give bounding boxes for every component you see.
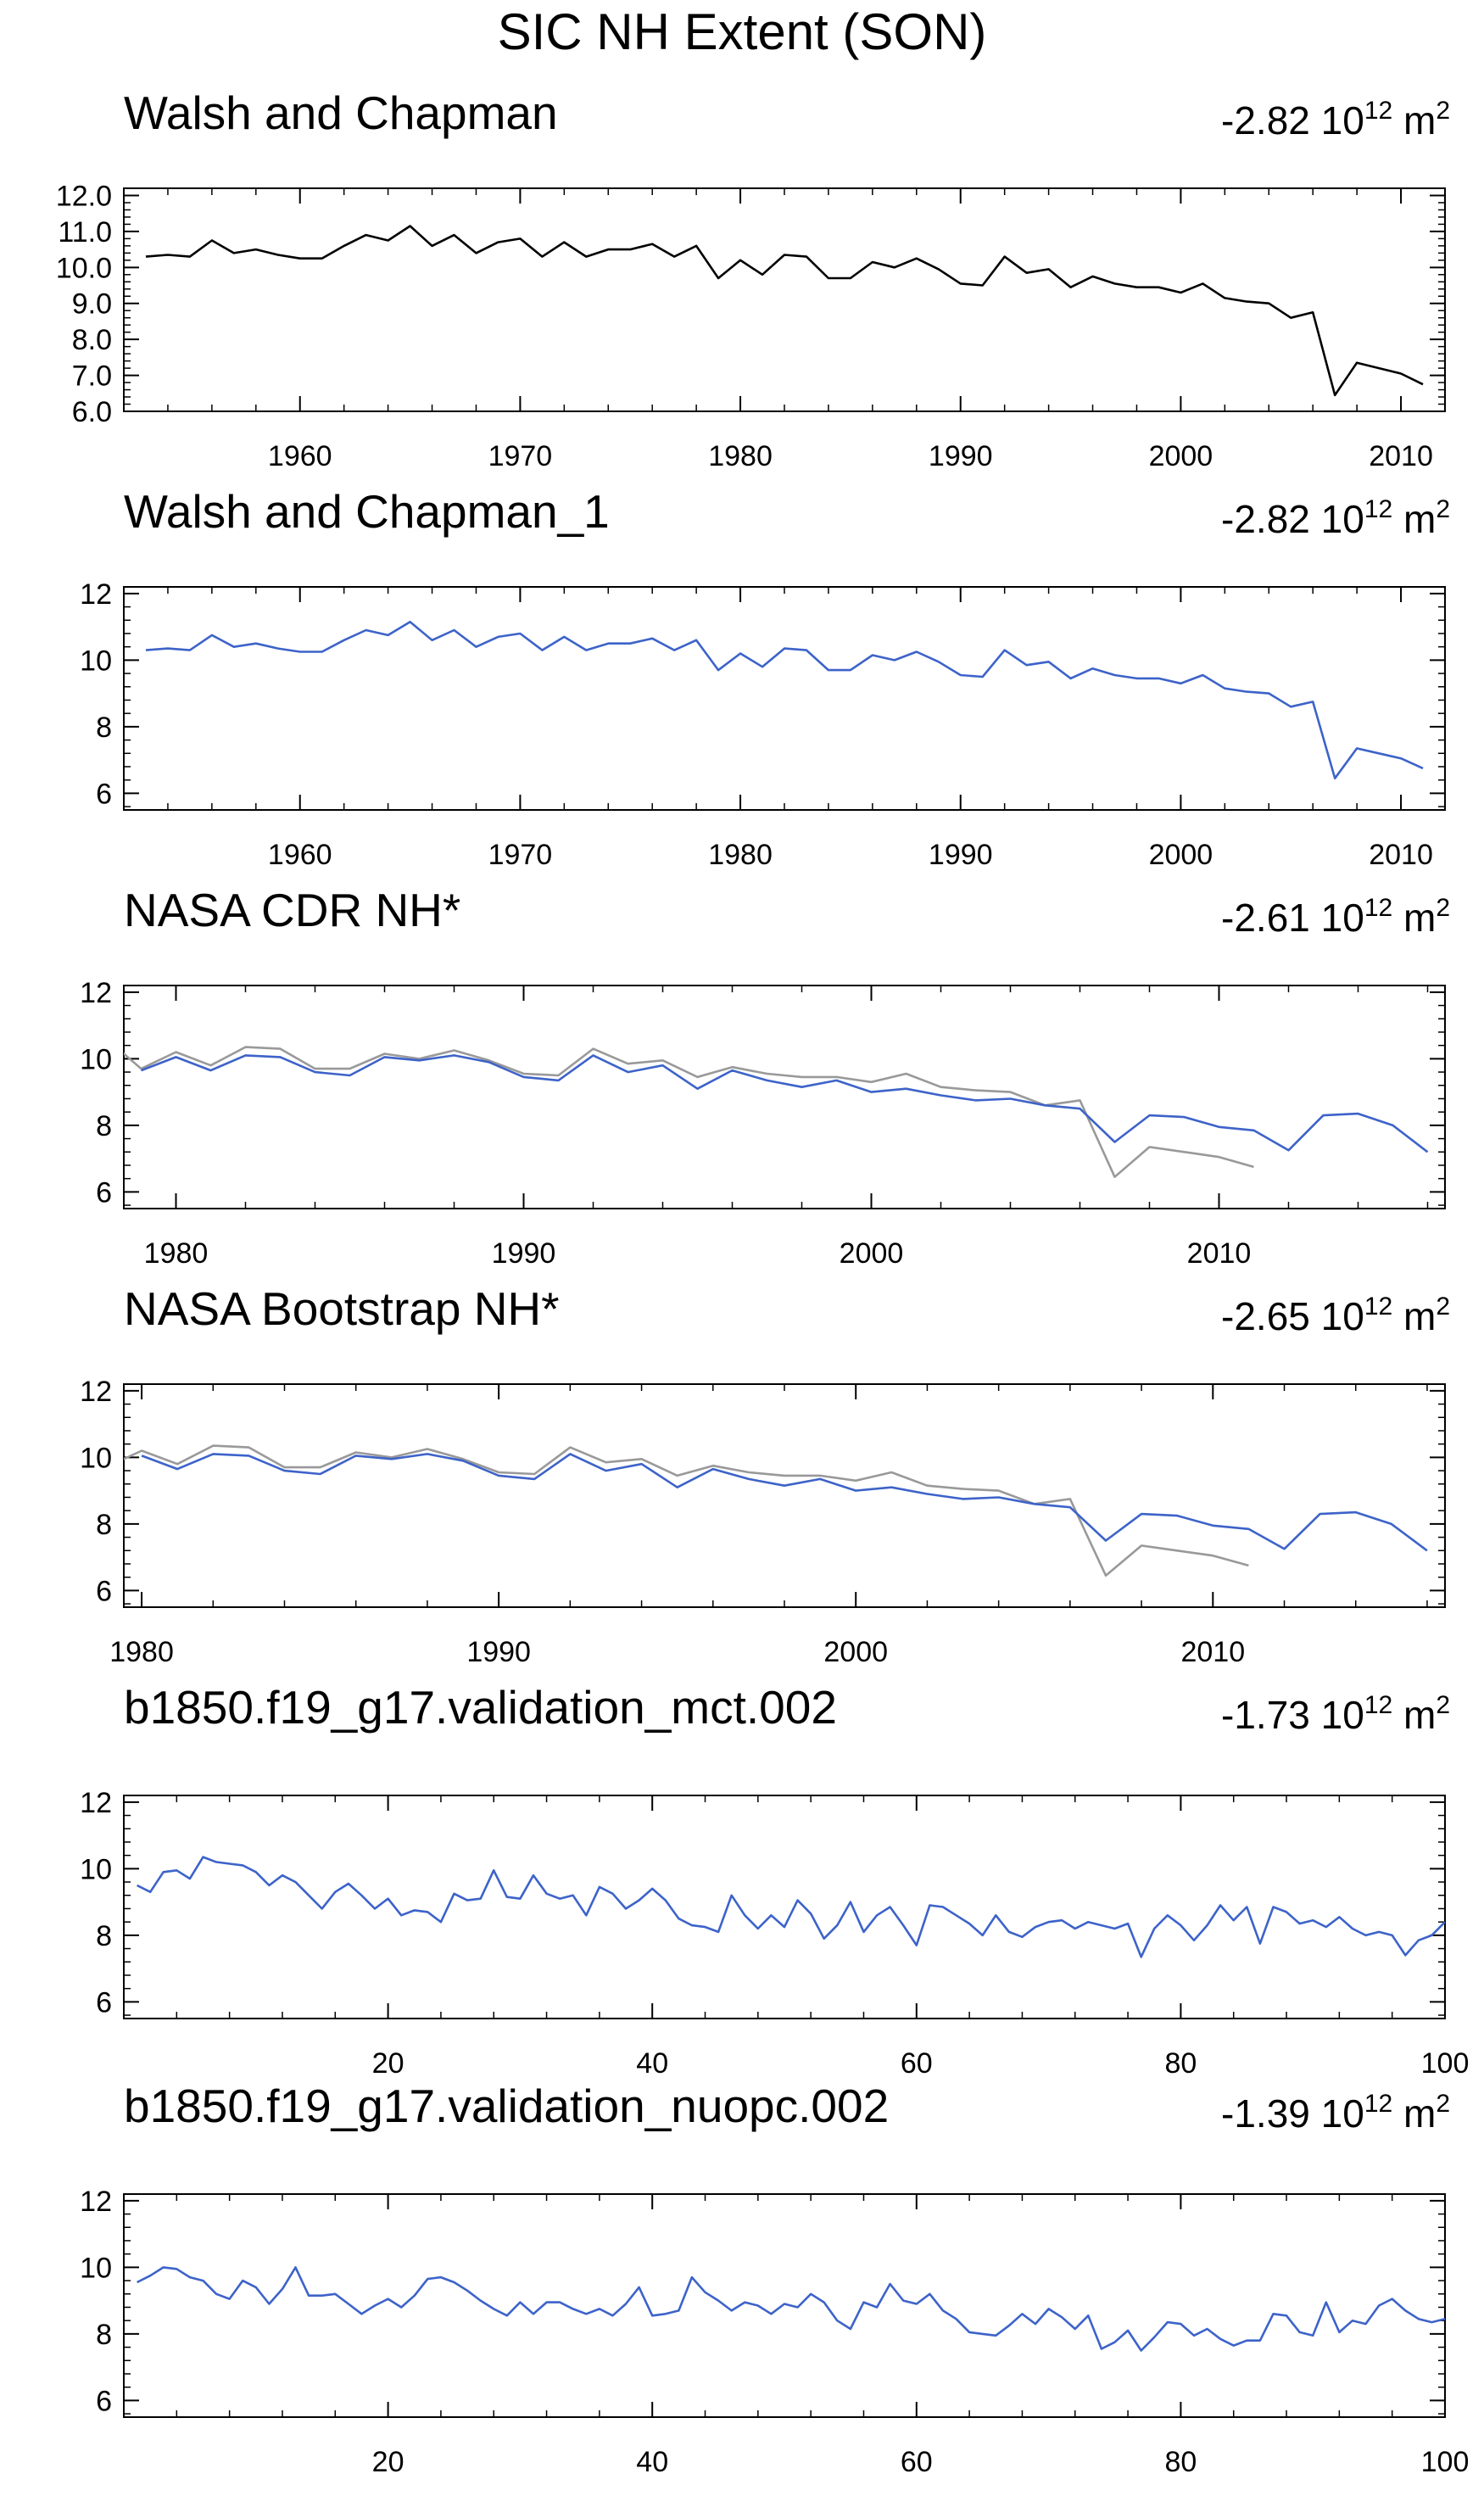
series-line-1 xyxy=(137,2266,1445,2352)
trend-value: -2.82 1012 m2 xyxy=(1221,97,1450,143)
x-tick-label: 2010 xyxy=(1180,1636,1245,1668)
x-tick-label: 1980 xyxy=(109,1636,174,1668)
line-plot: 6 8 10 12 20 40 60 80 100 xyxy=(80,2186,1470,2478)
panel-title: Walsh and Chapman xyxy=(124,87,558,139)
y-tick-label: 8 xyxy=(96,712,112,744)
plot-frame xyxy=(123,586,1446,811)
series-line-1 xyxy=(124,1046,1254,1179)
x-tick-label: 1960 xyxy=(268,839,332,871)
x-tick-label: 2010 xyxy=(1369,839,1433,871)
chart-panel-6: b1850.f19_g17.validation_nuopc.002 -1.39 … xyxy=(0,2078,1484,2478)
x-tick-label: 1970 xyxy=(488,440,553,472)
chart-panel-3: NASA CDR NH* -2.61 1012 m2 6 8 10 12 1980 1990 2… xyxy=(0,882,1484,1281)
trend-value: -2.65 1012 m2 xyxy=(1221,1293,1450,1339)
plot-frame xyxy=(123,985,1446,1209)
trend-value: -1.73 1012 m2 xyxy=(1221,1691,1450,1738)
line-plot: 6.07.0 8.09.0 10.0 11.0 12.0 1960 1970 1980 1990… xyxy=(56,180,1446,472)
y-tick-label: 6 xyxy=(96,1176,112,1209)
series-line-1 xyxy=(124,1444,1249,1577)
y-tick-label: 7.0 xyxy=(72,360,112,393)
x-tick-label: 1990 xyxy=(492,1237,556,1270)
y-tick-label: 10 xyxy=(80,1853,112,1885)
x-tick-label: 2000 xyxy=(1149,839,1213,871)
x-tick-label: 2000 xyxy=(823,1636,888,1668)
x-tick-label: 20 xyxy=(372,2047,404,2080)
x-tick-label: 1980 xyxy=(708,839,773,871)
x-tick-label: 40 xyxy=(636,2446,668,2478)
x-tick-label: 80 xyxy=(1164,2047,1197,2080)
series-line-2 xyxy=(141,1453,1428,1552)
x-tick-label: 2000 xyxy=(840,1237,904,1270)
y-tick-label: 12 xyxy=(80,977,112,1009)
y-tick-label: 10 xyxy=(80,1442,112,1474)
y-tick-label: 10 xyxy=(80,2252,112,2284)
x-tick-label: 1990 xyxy=(929,440,993,472)
y-tick-label: 6 xyxy=(96,1986,112,2019)
y-tick-label: 9.0 xyxy=(72,288,112,321)
line-plot: 6 8 10 12 1960 1970 1980 1990 2000 2010 xyxy=(80,578,1446,871)
line-plot: 6 8 10 12 20 40 60 80 100 xyxy=(80,1787,1470,2080)
x-tick-label: 20 xyxy=(372,2446,404,2478)
plot-frame xyxy=(123,1795,1446,2019)
chart-panel-5: b1850.f19_g17.validation_mct.002 -1.73 10… xyxy=(0,1679,1484,2080)
y-tick-label: 12 xyxy=(80,2186,112,2218)
line-plot: 6 8 10 12 1980 1990 2000 2010 xyxy=(80,977,1446,1270)
x-tick-label: 1980 xyxy=(144,1237,209,1270)
series-line-1 xyxy=(145,225,1424,397)
figure-title: SIC NH Extent (SON) xyxy=(497,3,987,60)
plot-frame xyxy=(123,2193,1446,2418)
y-tick-label: 6.0 xyxy=(72,396,112,428)
y-tick-label: 10 xyxy=(80,645,112,677)
x-tick-label: 60 xyxy=(901,2446,933,2478)
plot-frame xyxy=(123,1383,1446,1608)
panel-title: Walsh and Chapman_1 xyxy=(124,485,610,538)
line-plot: 6 8 10 12 1980 1990 2000 2010 xyxy=(80,1376,1446,1668)
x-tick-label: 1990 xyxy=(466,1636,531,1668)
y-tick-label: 8 xyxy=(96,1920,112,1952)
y-tick-label: 11.0 xyxy=(58,216,112,248)
y-tick-label: 10 xyxy=(80,1043,112,1075)
y-tick-label: 10.0 xyxy=(56,252,112,284)
x-tick-label: 60 xyxy=(901,2047,933,2080)
y-tick-label: 8.0 xyxy=(72,324,112,356)
plot-frame xyxy=(123,187,1446,412)
panel-title: b1850.f19_g17.validation_mct.002 xyxy=(124,1681,837,1734)
panel-title: b1850.f19_g17.validation_nuopc.002 xyxy=(124,2080,890,2132)
panel-title: NASA CDR NH* xyxy=(124,884,461,936)
x-tick-label: 1970 xyxy=(488,839,553,871)
series-line-2 xyxy=(141,1054,1429,1153)
x-tick-label: 2000 xyxy=(1149,440,1213,472)
trend-value: -1.39 1012 m2 xyxy=(1221,2090,1450,2136)
y-tick-label: 8 xyxy=(96,1110,112,1142)
y-tick-label: 6 xyxy=(96,778,112,810)
y-tick-label: 12.0 xyxy=(56,180,112,212)
y-tick-label: 8 xyxy=(96,1509,112,1541)
y-tick-label: 12 xyxy=(80,1376,112,1408)
y-tick-label: 6 xyxy=(96,2385,112,2417)
x-tick-label: 2010 xyxy=(1187,1237,1252,1270)
x-tick-label: 1990 xyxy=(929,839,993,871)
trend-value: -2.61 1012 m2 xyxy=(1221,894,1450,941)
x-tick-label: 1960 xyxy=(268,440,332,472)
trend-value: -2.82 1012 m2 xyxy=(1221,495,1450,542)
x-tick-label: 2010 xyxy=(1369,440,1433,472)
x-tick-label: 80 xyxy=(1164,2446,1197,2478)
x-tick-label: 100 xyxy=(1421,2446,1470,2478)
chart-panel-4: NASA Bootstrap NH* -2.65 1012 m2 6 8 10 12 198… xyxy=(0,1281,1484,1679)
panel-title: NASA Bootstrap NH* xyxy=(124,1282,560,1335)
x-tick-label: 1980 xyxy=(708,440,773,472)
chart-panel-1: Walsh and Chapman -2.82 1012 m2 6.0 7.0 8.0 9… xyxy=(0,85,1484,483)
chart-panel-2: Walsh and Chapman_1 -2.82 1012 m2 6 8 10 12 19… xyxy=(0,483,1484,882)
y-tick-label: 8 xyxy=(96,2319,112,2351)
series-line-1 xyxy=(137,1856,1445,1958)
y-tick-label: 12 xyxy=(80,1787,112,1819)
y-tick-label: 12 xyxy=(80,578,112,611)
x-tick-label: 100 xyxy=(1421,2047,1470,2080)
x-tick-label: 40 xyxy=(636,2047,668,2080)
y-tick-label: 6 xyxy=(96,1575,112,1607)
series-line-1 xyxy=(145,620,1424,780)
